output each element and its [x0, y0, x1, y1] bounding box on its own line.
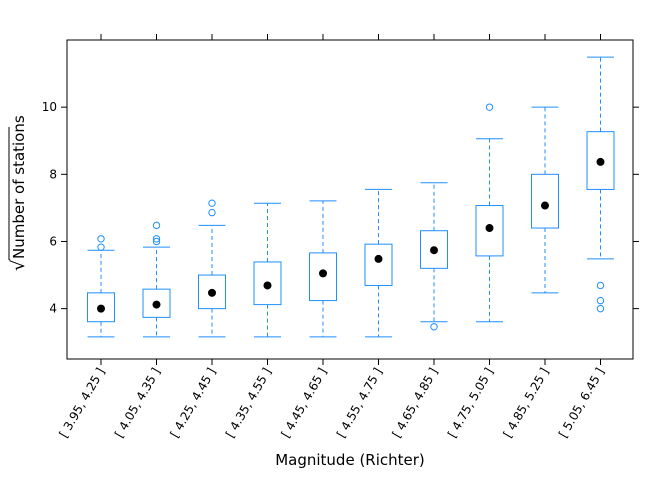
y-tick-label: 4	[49, 302, 57, 316]
x-tick-label: [ 4.05, 4.35 ]	[112, 366, 163, 441]
x-axis-bottom: [ 3.95, 4.25 ][ 4.05, 4.35 ][ 4.25, 4.45…	[56, 359, 607, 440]
y-axis-title-radical: √	[8, 259, 29, 271]
median-dot	[374, 254, 383, 263]
outlier-point	[485, 103, 494, 111]
x-tick-label: [ 5.05, 6.45 ]	[556, 366, 607, 441]
box-plot	[364, 188, 393, 338]
y-axis-title: √ Number of stations	[8, 115, 29, 271]
outlier-point	[97, 243, 105, 251]
box-plot	[253, 202, 282, 338]
y-tick-label: 10	[42, 100, 57, 114]
x-tick-label: [ 4.65, 4.85 ]	[389, 366, 440, 441]
outlier-point	[430, 323, 438, 331]
median-dot	[541, 201, 549, 210]
x-tick-label: [ 4.75, 5.05 ]	[445, 366, 496, 441]
y-tick-label: 8	[49, 167, 57, 181]
plot-frame	[66, 39, 634, 360]
y-axis-right	[633, 106, 639, 310]
y-tick-label: 6	[49, 234, 57, 248]
median-dot	[596, 157, 605, 166]
outlier-point	[596, 296, 605, 305]
median-dot	[152, 300, 161, 309]
outlier-point	[596, 281, 605, 290]
box-iqr	[309, 252, 337, 302]
box-iqr	[87, 292, 115, 323]
outlier-point	[97, 235, 105, 243]
y-axis-left: 4 6 8 10	[42, 100, 67, 316]
median-dot	[208, 288, 216, 297]
median-dot	[263, 281, 272, 290]
box-iqr	[586, 131, 615, 190]
outlier-point	[596, 304, 605, 313]
box-iqr	[253, 261, 282, 306]
box-iqr	[531, 173, 559, 229]
box-plot	[142, 221, 171, 338]
median-dot	[319, 269, 327, 278]
box-plot	[586, 56, 615, 313]
box-iqr	[142, 288, 171, 318]
box-plot	[531, 106, 559, 294]
median-dot	[97, 304, 105, 313]
outlier-point	[152, 235, 161, 243]
box-iqr	[364, 243, 393, 286]
box-iqr	[198, 274, 226, 310]
outlier-point	[152, 221, 161, 230]
box-plot	[198, 199, 226, 338]
box-iqr	[420, 230, 448, 269]
median-dot	[430, 246, 438, 255]
outlier-point	[208, 208, 216, 217]
x-axis-title: Magnitude (Richter)	[275, 451, 425, 469]
box-plot	[87, 235, 115, 338]
box-plot	[475, 103, 504, 323]
outlier-point	[152, 237, 161, 246]
x-tick-label: [ 4.85, 5.25 ]	[500, 366, 551, 441]
median-dot	[485, 224, 494, 233]
x-tick-label: [ 4.35, 4.55 ]	[223, 366, 274, 441]
outlier-point	[208, 199, 216, 207]
box-plot	[309, 200, 337, 338]
x-tick-label: [ 4.25, 4.45 ]	[167, 366, 218, 441]
box-series	[87, 56, 615, 338]
x-axis-top	[100, 34, 601, 40]
box-iqr	[475, 205, 504, 257]
x-tick-label: [ 4.55, 4.75 ]	[334, 366, 385, 441]
y-axis-title-text: Number of stations	[10, 115, 28, 259]
x-tick-label: [ 4.45, 4.65 ]	[278, 366, 329, 441]
box-plot	[420, 182, 448, 331]
x-tick-label: [ 3.95, 4.25 ]	[56, 366, 107, 441]
